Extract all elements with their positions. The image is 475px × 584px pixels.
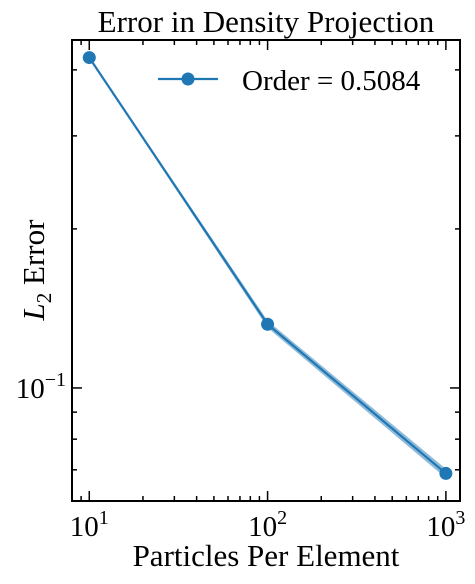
y-axis-label-rest: Error [16,219,51,293]
plot-frame [71,39,461,502]
y-axis-label-base: L [16,303,51,321]
confidence-band [89,56,446,479]
x-axis-label: Particles Per Element [133,538,400,573]
legend-label: Order = 0.5084 [242,65,421,97]
x-tick-label: 103 [426,507,465,543]
series-line-layer [88,56,447,475]
legend: Order = 0.5084 [158,65,421,97]
data-point [439,466,453,480]
data-point [82,51,96,65]
x-axis-ticks: 101 102 103 [70,40,465,543]
x-tick-label: 101 [70,507,109,543]
x-tick-label: 102 [248,507,287,543]
y-axis-label-subscript: 2 [32,293,56,304]
confidence-band-layer [89,56,446,479]
legend-marker-swatch [181,72,195,86]
series-marker-layer [82,51,453,480]
series-line [88,56,447,475]
chart-title: Error in Density Projection [98,4,435,39]
y-axis-ticks: 10−1 [16,69,460,471]
y-axis-label: L2 Error [16,219,56,322]
data-point [261,317,275,331]
y-tick-label: 10−1 [16,369,66,405]
